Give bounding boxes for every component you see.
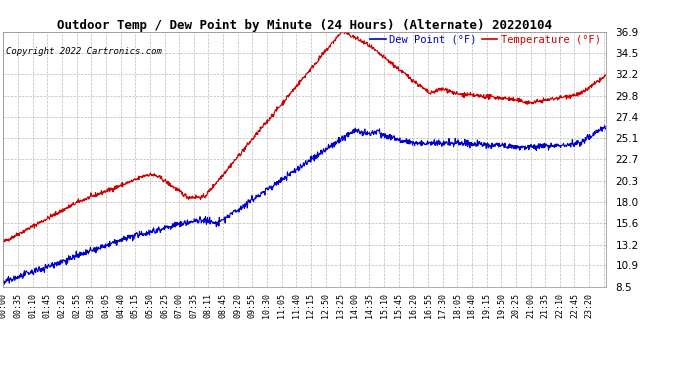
Title: Outdoor Temp / Dew Point by Minute (24 Hours) (Alternate) 20220104: Outdoor Temp / Dew Point by Minute (24 H… [57,19,552,32]
Text: Copyright 2022 Cartronics.com: Copyright 2022 Cartronics.com [6,47,161,56]
Legend: Dew Point (°F), Temperature (°F): Dew Point (°F), Temperature (°F) [371,34,600,45]
